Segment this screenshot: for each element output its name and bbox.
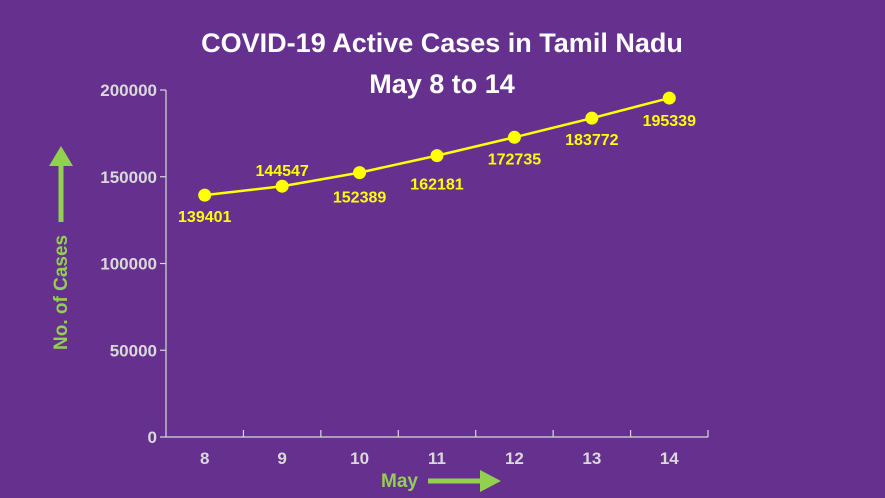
- data-label: 144547: [255, 163, 308, 180]
- data-label: 172735: [488, 151, 541, 168]
- y-tick-label: 0: [148, 428, 157, 447]
- up-arrow-icon: [49, 146, 73, 166]
- data-point: [198, 188, 212, 202]
- data-point: [430, 149, 444, 163]
- data-label: 195339: [643, 113, 696, 130]
- x-tick-label: 8: [200, 449, 209, 468]
- x-axis-title-group: May: [381, 470, 501, 492]
- x-tick-label: 13: [582, 449, 601, 468]
- x-tick-label: 11: [428, 449, 446, 468]
- x-tick-label: 12: [505, 449, 524, 468]
- x-axis-title: May: [381, 471, 418, 492]
- chart-subtitle: May 8 to 14: [369, 69, 515, 99]
- data-point: [275, 179, 289, 193]
- x-tick-label: 10: [350, 449, 369, 468]
- data-point: [507, 130, 521, 144]
- y-axis-title-group: No. of Cases: [49, 146, 73, 350]
- y-tick-label: 200000: [100, 81, 157, 100]
- chart-title: COVID-19 Active Cases in Tamil Nadu: [201, 28, 683, 58]
- y-axis-title: No. of Cases: [51, 235, 72, 350]
- x-tick-label: 14: [660, 449, 679, 468]
- right-arrow-icon: [480, 470, 501, 492]
- y-tick-label: 100000: [100, 255, 157, 274]
- data-point: [662, 91, 676, 105]
- y-tick-label: 50000: [110, 341, 157, 360]
- data-label: 152389: [333, 190, 386, 207]
- data-label: 139401: [178, 209, 231, 226]
- x-tick-label: 9: [277, 449, 286, 468]
- data-label: 183772: [565, 132, 618, 149]
- data-point: [585, 111, 599, 125]
- data-label: 162181: [410, 177, 463, 194]
- y-tick-label: 150000: [100, 168, 157, 187]
- data-point: [353, 166, 367, 180]
